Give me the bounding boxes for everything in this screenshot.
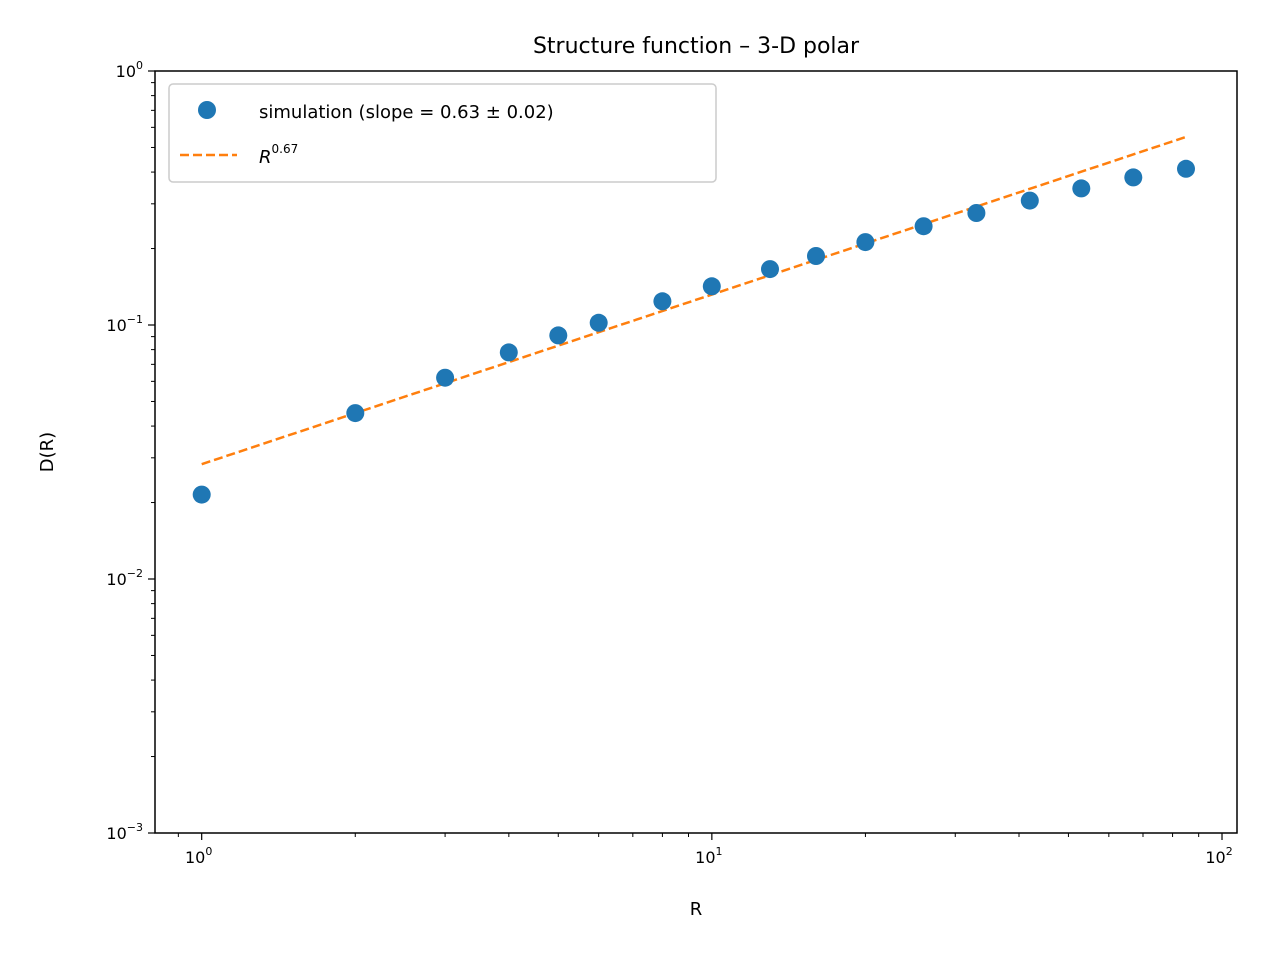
legend: simulation (slope = 0.63 ± 0.02) R0.67 bbox=[168, 83, 717, 183]
data-point bbox=[346, 404, 365, 423]
y-tick-label: 10−1 bbox=[106, 313, 143, 335]
y-tick-exponent: 0 bbox=[136, 59, 143, 72]
x-tick-base: 10 bbox=[695, 848, 715, 867]
x-axis: 100 101 102 bbox=[177, 833, 1233, 867]
x-tick-base: 10 bbox=[185, 848, 205, 867]
data-point bbox=[1124, 168, 1143, 187]
data-point bbox=[1072, 179, 1091, 198]
y-tick-base: 10 bbox=[116, 62, 136, 81]
x-tick-label: 100 bbox=[185, 845, 212, 867]
fit-line bbox=[201, 135, 1187, 466]
data-point bbox=[653, 292, 672, 311]
data-point bbox=[549, 326, 568, 345]
x-tick-label: 101 bbox=[695, 845, 722, 867]
x-tick-label: 102 bbox=[1205, 845, 1232, 867]
x-tick-base: 10 bbox=[1205, 848, 1225, 867]
data-point bbox=[436, 368, 455, 387]
data-point bbox=[761, 260, 779, 279]
y-tick-exponent: −1 bbox=[127, 313, 143, 326]
legend-box bbox=[168, 83, 717, 183]
y-tick-base: 10 bbox=[106, 570, 126, 589]
legend-label-fit-exponent: 0.67 bbox=[272, 142, 299, 156]
data-point bbox=[856, 233, 875, 252]
data-point bbox=[914, 217, 933, 236]
data-point bbox=[192, 485, 211, 504]
x-tick-exponent: 1 bbox=[716, 845, 723, 858]
y-tick-label: 100 bbox=[116, 59, 143, 81]
axes-frame bbox=[154, 70, 1238, 834]
y-axis-label: D(R) bbox=[37, 432, 58, 472]
x-axis-label: R bbox=[690, 899, 703, 920]
legend-label-fit: R0.67 bbox=[259, 142, 298, 168]
data-point bbox=[589, 313, 608, 332]
y-tick-label: 10−3 bbox=[106, 821, 143, 843]
legend-label-fit-base: R bbox=[259, 147, 272, 168]
y-tick-base: 10 bbox=[106, 316, 126, 335]
y-tick-label: 10−2 bbox=[106, 567, 143, 589]
plot-area bbox=[192, 135, 1195, 504]
data-point bbox=[702, 277, 721, 296]
legend-marker-simulation bbox=[198, 101, 216, 119]
data-point bbox=[1177, 159, 1195, 178]
legend-label-simulation: simulation (slope = 0.63 ± 0.02) bbox=[259, 102, 554, 123]
y-tick-base: 10 bbox=[106, 824, 126, 843]
y-tick-exponent: −2 bbox=[127, 567, 143, 580]
data-point bbox=[1020, 191, 1039, 210]
chart-title: Structure function – 3-D polar bbox=[533, 34, 860, 59]
data-point bbox=[499, 343, 518, 362]
x-tick-exponent: 0 bbox=[205, 845, 212, 858]
data-point bbox=[807, 247, 825, 265]
x-tick-exponent: 2 bbox=[1226, 845, 1233, 858]
y-tick-exponent: −3 bbox=[127, 821, 143, 834]
data-point bbox=[967, 204, 986, 222]
